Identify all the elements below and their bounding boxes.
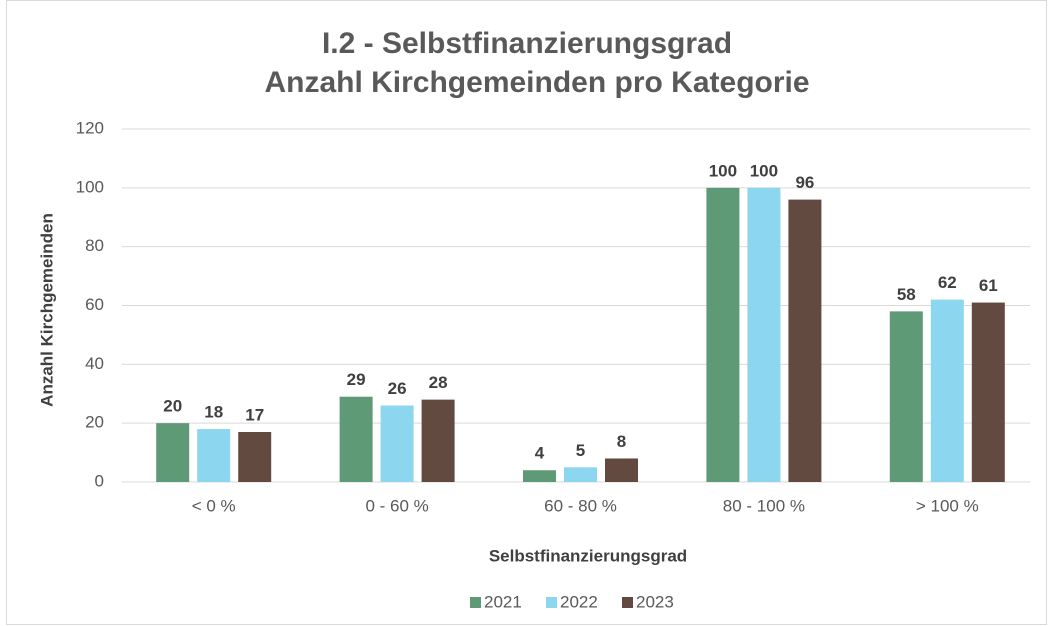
value-label: 96 bbox=[795, 173, 814, 192]
y-tick-label: 80 bbox=[85, 236, 104, 255]
value-label: 100 bbox=[709, 161, 737, 180]
bar bbox=[564, 467, 597, 482]
y-tick-label: 40 bbox=[85, 354, 104, 373]
value-label: 61 bbox=[979, 276, 998, 295]
legend-swatch bbox=[546, 597, 557, 608]
value-label: 26 bbox=[388, 379, 407, 398]
x-tick-label: > 100 % bbox=[916, 496, 979, 515]
x-axis-title: Selbstfinanzierungsgrad bbox=[489, 546, 687, 565]
chart-title: I.2 - Selbstfinanzierungsgrad bbox=[322, 27, 732, 60]
legend-label: 2022 bbox=[560, 592, 598, 611]
value-label: 4 bbox=[535, 444, 545, 463]
chart-frame bbox=[6, 0, 1047, 625]
y-axis-title: Anzahl Kirchgemeinden bbox=[37, 213, 56, 407]
bar bbox=[605, 458, 638, 482]
value-label: 18 bbox=[204, 403, 223, 422]
bar bbox=[197, 429, 231, 482]
bar bbox=[421, 399, 455, 482]
x-tick-label: 0 - 60 % bbox=[365, 496, 428, 515]
bar bbox=[788, 199, 822, 482]
value-label: 58 bbox=[897, 285, 916, 304]
value-label: 29 bbox=[347, 370, 366, 389]
x-tick-label: 60 - 80 % bbox=[544, 496, 617, 515]
value-label: 20 bbox=[163, 397, 182, 416]
bar bbox=[380, 405, 414, 482]
bar bbox=[339, 396, 373, 482]
y-tick-label: 120 bbox=[76, 118, 104, 137]
bar bbox=[889, 311, 923, 482]
legend-swatch bbox=[470, 597, 481, 608]
value-label: 28 bbox=[429, 373, 448, 392]
x-tick-label: < 0 % bbox=[192, 496, 236, 515]
value-label: 100 bbox=[750, 161, 778, 180]
value-label: 17 bbox=[245, 405, 264, 424]
legend-label: 2023 bbox=[636, 592, 674, 611]
y-tick-label: 60 bbox=[85, 295, 104, 314]
y-tick-label: 20 bbox=[85, 413, 104, 432]
x-tick-label: 80 - 100 % bbox=[723, 496, 805, 515]
y-tick-label: 0 bbox=[95, 471, 104, 490]
legend-swatch bbox=[622, 597, 633, 608]
value-label: 5 bbox=[576, 441, 585, 460]
bar bbox=[971, 302, 1005, 482]
bar bbox=[930, 299, 964, 482]
value-label: 8 bbox=[617, 432, 626, 451]
chart-subtitle: Anzahl Kirchgemeinden pro Kategorie bbox=[264, 66, 809, 99]
legend-label: 2021 bbox=[484, 592, 522, 611]
bar bbox=[238, 431, 272, 482]
value-label: 62 bbox=[938, 273, 957, 292]
bar bbox=[156, 423, 190, 482]
bar bbox=[747, 187, 781, 483]
bar bbox=[706, 187, 740, 483]
bar bbox=[523, 470, 556, 482]
y-tick-label: 100 bbox=[76, 177, 104, 196]
